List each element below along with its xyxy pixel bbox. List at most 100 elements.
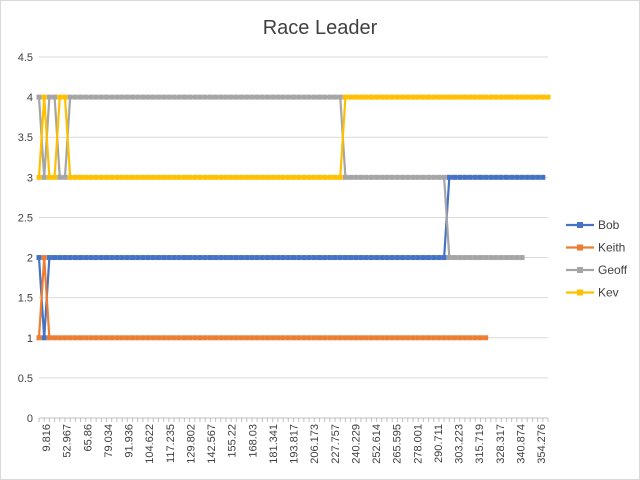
data-point xyxy=(342,94,348,100)
data-point xyxy=(316,174,322,180)
data-point xyxy=(322,94,328,100)
data-point xyxy=(405,255,411,261)
data-point xyxy=(244,335,250,341)
x-tick-label: 79.034 xyxy=(103,424,115,458)
data-point xyxy=(498,174,504,180)
data-point xyxy=(265,335,271,341)
data-point xyxy=(135,335,141,341)
data-point xyxy=(529,94,535,100)
data-point xyxy=(311,255,317,261)
data-point xyxy=(524,94,530,100)
data-point xyxy=(228,174,234,180)
data-point xyxy=(88,94,94,100)
data-point xyxy=(192,335,198,341)
data-point xyxy=(161,255,167,261)
legend-item-kev: Kev xyxy=(566,286,619,300)
data-point xyxy=(155,255,161,261)
legend-label: Keith xyxy=(598,241,625,255)
data-point xyxy=(171,335,177,341)
data-point xyxy=(503,174,509,180)
data-point xyxy=(124,94,130,100)
data-point xyxy=(337,255,343,261)
data-point xyxy=(98,174,104,180)
data-point xyxy=(98,94,104,100)
data-point xyxy=(46,94,52,100)
data-point xyxy=(436,335,442,341)
data-point xyxy=(431,94,437,100)
data-point xyxy=(368,94,374,100)
data-point xyxy=(420,94,426,100)
data-point xyxy=(129,174,135,180)
legend-item-bob: Bob xyxy=(566,218,620,232)
data-point xyxy=(342,174,348,180)
data-point xyxy=(384,94,390,100)
data-point xyxy=(291,94,296,100)
data-point xyxy=(514,174,520,180)
x-tick-label: 155.22 xyxy=(227,424,239,458)
data-point xyxy=(291,174,296,180)
data-point xyxy=(457,174,463,180)
data-point xyxy=(394,255,400,261)
data-point xyxy=(540,94,546,100)
data-point xyxy=(488,174,494,180)
data-point xyxy=(202,335,208,341)
data-point xyxy=(384,174,390,180)
data-point xyxy=(337,94,343,100)
data-point xyxy=(57,335,63,341)
data-point xyxy=(348,94,354,100)
data-point xyxy=(332,174,338,180)
data-point xyxy=(145,94,151,100)
data-point xyxy=(218,255,224,261)
data-point xyxy=(254,94,260,100)
data-point xyxy=(135,255,141,261)
data-point xyxy=(166,335,172,341)
data-point xyxy=(540,174,546,180)
data-point xyxy=(353,94,359,100)
data-point xyxy=(176,94,182,100)
y-tick-label: 4.5 xyxy=(18,52,33,64)
data-point xyxy=(483,174,489,180)
data-point xyxy=(62,335,68,341)
data-point xyxy=(529,174,535,180)
data-point xyxy=(36,94,42,100)
data-point xyxy=(104,335,110,341)
data-point xyxy=(316,255,322,261)
data-point xyxy=(161,94,167,100)
data-point xyxy=(311,335,317,341)
data-point xyxy=(88,174,94,180)
data-point xyxy=(374,255,380,261)
data-point xyxy=(239,94,245,100)
data-point xyxy=(114,94,120,100)
data-point xyxy=(348,174,354,180)
data-point xyxy=(36,174,42,180)
x-tick-label: 181.341 xyxy=(268,424,280,464)
x-tick-label: 65.86 xyxy=(82,424,94,452)
data-point xyxy=(358,174,364,180)
data-point xyxy=(36,255,42,261)
data-point xyxy=(316,335,322,341)
data-point xyxy=(493,174,499,180)
data-point xyxy=(83,335,89,341)
legend-item-geoff: Geoff xyxy=(566,263,628,277)
data-point xyxy=(72,94,78,100)
data-point xyxy=(452,335,458,341)
data-point xyxy=(301,94,307,100)
data-point xyxy=(46,255,52,261)
data-point xyxy=(420,335,426,341)
data-point xyxy=(280,94,286,100)
data-point xyxy=(270,335,276,341)
data-point xyxy=(62,255,68,261)
data-point xyxy=(337,174,343,180)
data-point xyxy=(171,174,177,180)
data-point xyxy=(109,255,115,261)
data-point xyxy=(187,335,193,341)
data-point xyxy=(415,255,421,261)
data-point xyxy=(441,94,447,100)
data-point xyxy=(327,335,333,341)
data-point xyxy=(296,255,302,261)
data-point xyxy=(348,255,354,261)
data-point xyxy=(509,255,515,261)
data-point xyxy=(363,335,369,341)
data-point xyxy=(379,94,385,100)
